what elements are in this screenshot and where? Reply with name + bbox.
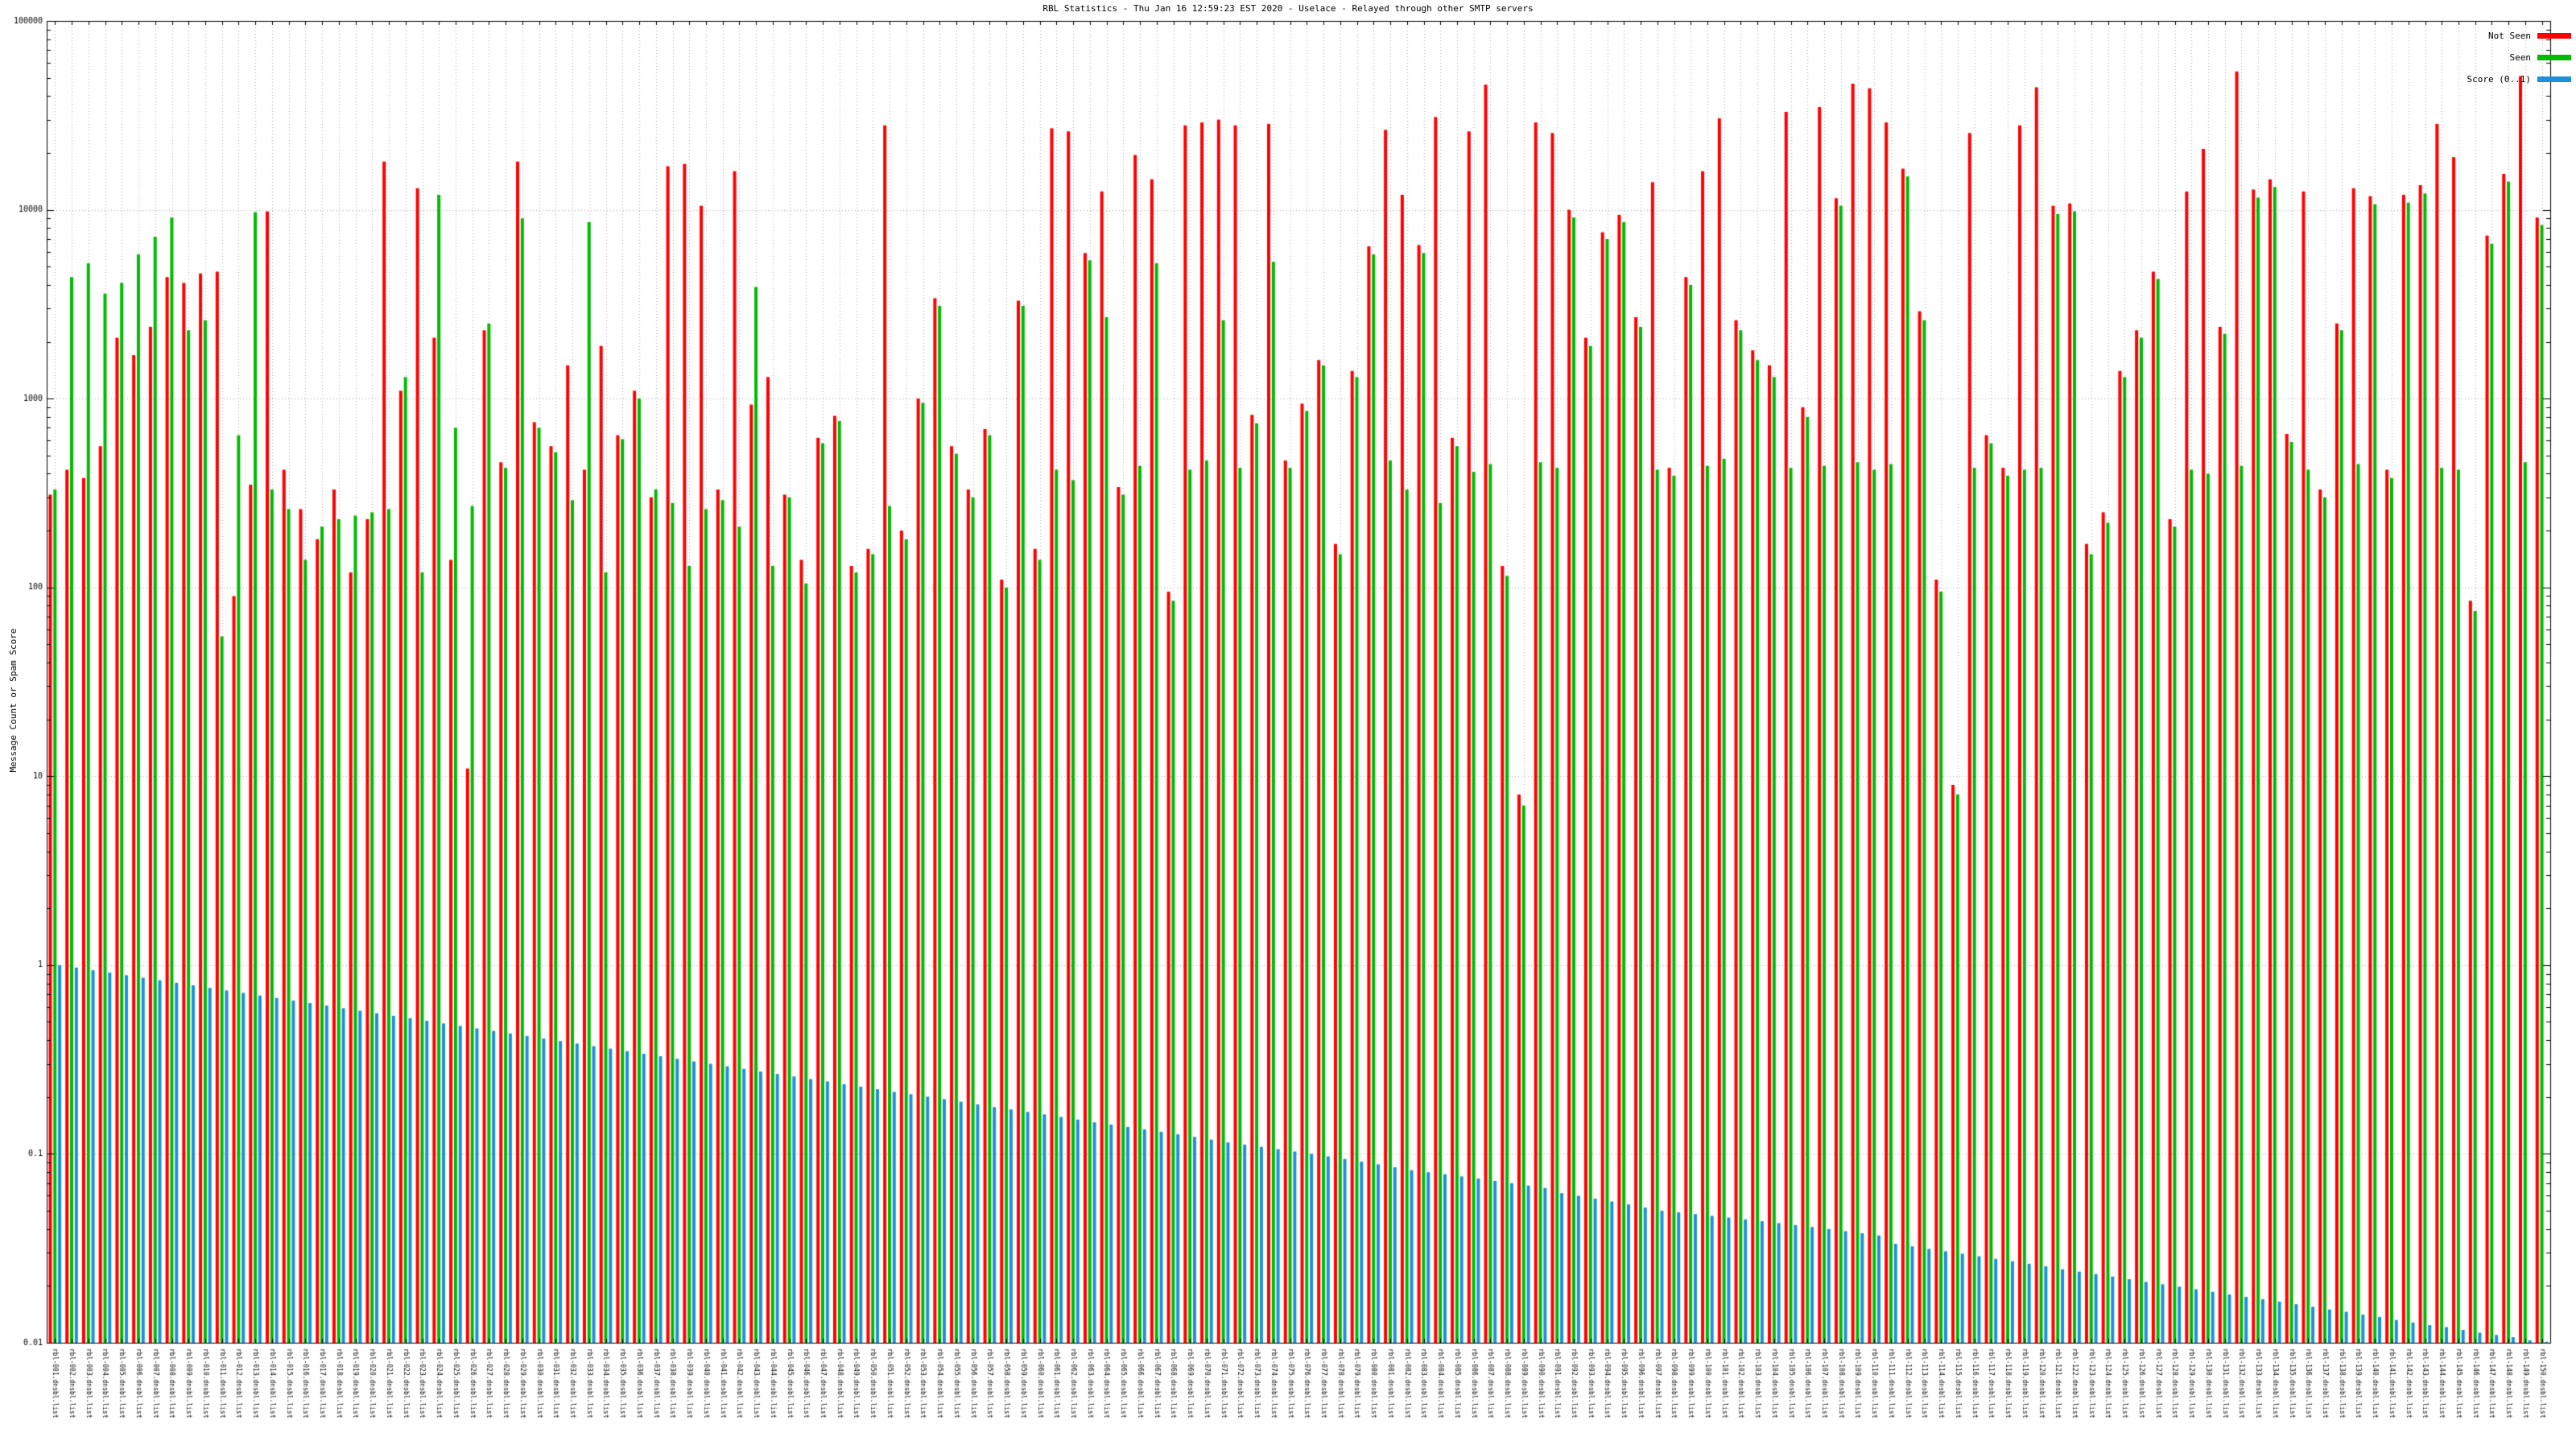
legend-item-seen: Seen [2467,52,2571,63]
legend-label-score: Score (0..1) [2467,74,2531,85]
legend-item-not-seen: Not Seen [2467,31,2571,41]
y-axis-label: Message Count or Spam Score [8,628,19,773]
chart-title: RBL Statistics - Thu Jan 16 12:59:23 EST… [1042,3,1534,14]
chart-legend: Not Seen Seen Score (0..1) [2467,31,2571,85]
seen-color-swatch [2537,55,2571,60]
score-color-swatch [2537,76,2571,82]
legend-item-score: Score (0..1) [2467,74,2571,85]
legend-label-seen: Seen [2509,52,2532,63]
not-seen-color-swatch [2537,33,2571,39]
legend-label-not-seen: Not Seen [2488,31,2531,41]
